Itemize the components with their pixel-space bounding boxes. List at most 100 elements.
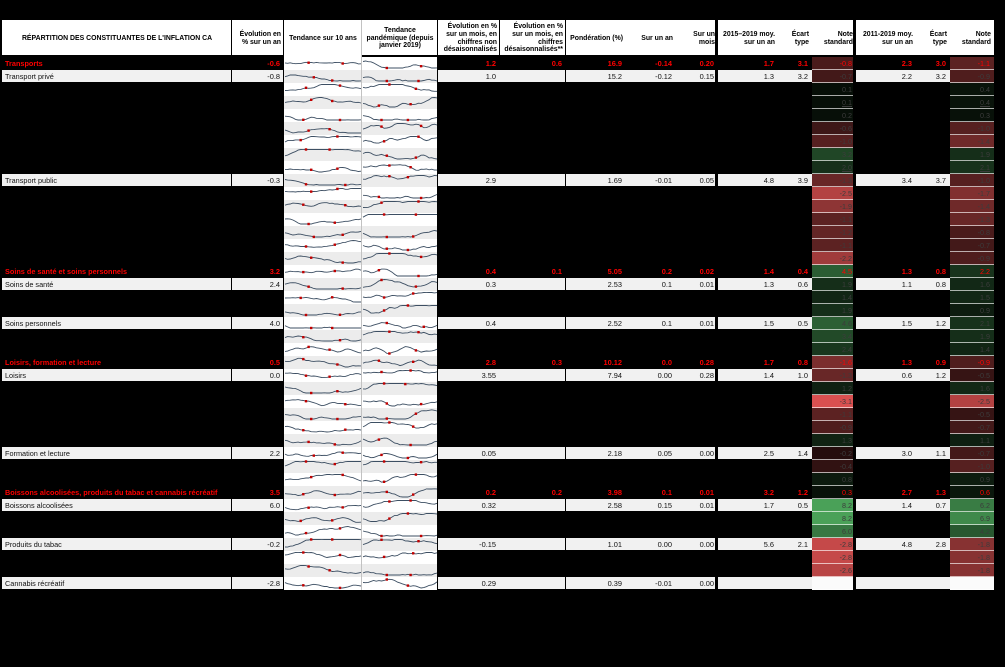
value-note-2015-2019 [812,577,856,590]
sparkline-pandemic [362,512,438,525]
note-value: -0.5 [977,371,990,380]
value-evolution-year [232,460,284,473]
note-value: -1.1 [839,215,852,224]
row-label [2,343,232,356]
value-month-nsa [438,551,500,564]
col-header-sparkline-10y: Tendance sur 10 ans [284,20,362,57]
sparkline-10y [284,213,362,226]
sparkline-pandemic [362,57,438,70]
note-value: -0.9 [977,358,990,367]
value-stdev-2011-2019 [916,83,950,96]
value-note-2015-2019: 2.0 [812,161,856,174]
value-month-sa [500,460,566,473]
col-header-row-label: RÉPARTITION DES CONSTITUANTES DE L'INFLA… [2,20,232,57]
value-contrib-year: 0.2 [626,265,676,278]
value-contrib-year [626,473,676,486]
row-label [2,564,232,577]
row-label [2,460,232,473]
value-contrib-year: -0.01 [626,174,676,187]
value-evolution-year [232,473,284,486]
sparkline-10y [284,57,362,70]
sparkline-pandemic [362,83,438,96]
sparkline-pandemic [362,148,438,161]
sparkline-10y [284,356,362,369]
value-avg-2015-2019: 2.5 [718,447,778,460]
value-evolution-year [232,395,284,408]
value-month-sa [500,525,566,538]
value-avg-2015-2019 [718,577,778,590]
value-avg-2011-2019 [856,135,916,148]
value-note-2015-2019: -1.1 [812,213,856,226]
value-avg-2011-2019 [856,421,916,434]
sparkline-pandemic [362,239,438,252]
value-note-2015-2019: -0.6 [812,122,856,135]
value-note-2011-2019: 0.4 [950,83,994,96]
value-stdev-2015-2019 [778,421,812,434]
sparkline-pandemic [362,395,438,408]
value-weight [566,161,626,174]
value-contrib-month: 0.00 [676,447,718,460]
value-note-2015-2019: 0.1 [812,96,856,109]
value-weight: 1.01 [566,538,626,551]
value-weight: 2.58 [566,499,626,512]
value-month-nsa [438,460,500,473]
value-avg-2011-2019: 2.2 [856,70,916,83]
value-contrib-month [676,148,718,161]
value-avg-2011-2019: 2.7 [856,486,916,499]
value-stdev-2015-2019 [778,343,812,356]
value-month-nsa [438,408,500,421]
value-avg-2011-2019 [856,434,916,447]
value-avg-2015-2019 [718,343,778,356]
sparkline-pandemic [362,161,438,174]
value-stdev-2011-2019 [916,239,950,252]
value-weight: 0.39 [566,577,626,590]
value-avg-2015-2019 [718,434,778,447]
value-month-nsa [438,512,500,525]
value-month-sa [500,330,566,343]
value-contrib-year [626,252,676,265]
value-stdev-2015-2019 [778,213,812,226]
value-evolution-year [232,83,284,96]
value-month-sa [500,187,566,200]
value-contrib-month: 0.05 [676,174,718,187]
value-evolution-year [232,109,284,122]
value-contrib-month [676,213,718,226]
value-note-2011-2019: 1.9 [950,148,994,161]
value-avg-2015-2019 [718,213,778,226]
value-weight [566,525,626,538]
value-stdev-2015-2019 [778,551,812,564]
sparkline-pandemic [362,460,438,473]
value-month-sa [500,538,566,551]
sparkline-10y [284,473,362,486]
sparkline-pandemic [362,525,438,538]
value-stdev-2011-2019 [916,291,950,304]
sparkline-pandemic [362,226,438,239]
value-stdev-2015-2019 [778,291,812,304]
value-avg-2015-2019: 1.3 [718,70,778,83]
note-value: 8.2 [842,514,852,523]
note-value: -0.5 [977,410,990,419]
value-stdev-2015-2019 [778,83,812,96]
value-avg-2015-2019 [718,161,778,174]
value-contrib-year [626,187,676,200]
col-header-value-avg-2015-2019: 2015–2019 moy. sur un an [718,20,778,57]
value-note-2015-2019: -0.4 [812,460,856,473]
value-month-sa [500,343,566,356]
value-note-2015-2019: -0.9 [812,421,856,434]
value-contrib-month [676,460,718,473]
value-month-nsa [438,525,500,538]
value-contrib-month: 0.00 [676,577,718,590]
note-value: 3.4 [842,332,852,341]
value-contrib-year [626,304,676,317]
sparkline-10y [284,304,362,317]
value-avg-2015-2019 [718,109,778,122]
value-note-2015-2019: -1.2 [812,226,856,239]
value-stdev-2011-2019 [916,343,950,356]
note-value: -1.4 [977,202,990,211]
value-avg-2011-2019: 3.4 [856,174,916,187]
value-avg-2011-2019: 0.6 [856,369,916,382]
value-weight [566,213,626,226]
value-stdev-2011-2019 [916,252,950,265]
value-contrib-month [676,434,718,447]
value-contrib-year: 0.1 [626,278,676,291]
